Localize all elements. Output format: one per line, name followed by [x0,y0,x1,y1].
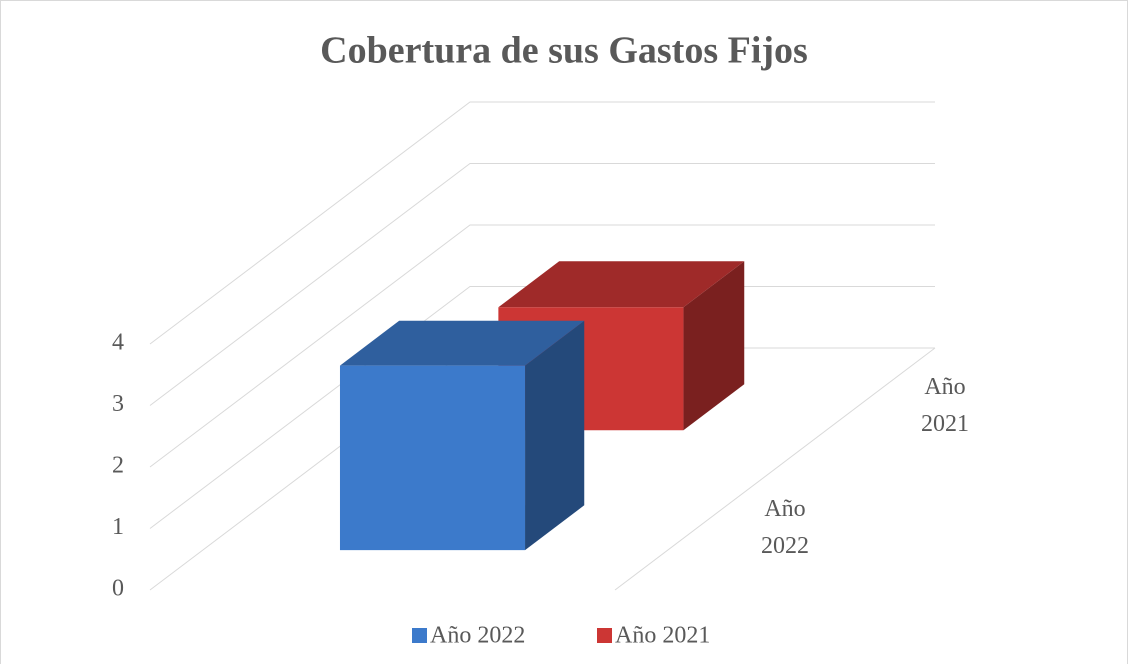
bar-top [498,261,745,308]
bar [339,320,585,551]
y-tick-label: 4 [112,330,124,356]
depth-label: Año 2021 [921,374,969,437]
bar-side [525,320,585,551]
y-tick-label: 3 [112,391,124,417]
bar-top [339,320,585,366]
legend-label: Año 2021 [615,623,710,649]
grid-line [149,224,935,468]
grid-line [149,286,935,529]
legend-swatch [412,628,427,643]
y-tick-label: 0 [112,576,124,602]
grid-line [149,163,935,406]
chart-title: Cobertura de sus Gastos Fijos [320,30,808,72]
y-tick-label: 2 [112,453,124,479]
legend-label: Año 2022 [430,623,525,649]
grid-line [149,101,935,345]
depth-label: Año 2022 [761,496,809,559]
y-tick-label: 1 [112,514,124,540]
bar-side [683,261,745,431]
bar-front [339,365,526,551]
floor-edge [614,347,936,591]
legend-swatch [597,628,612,643]
